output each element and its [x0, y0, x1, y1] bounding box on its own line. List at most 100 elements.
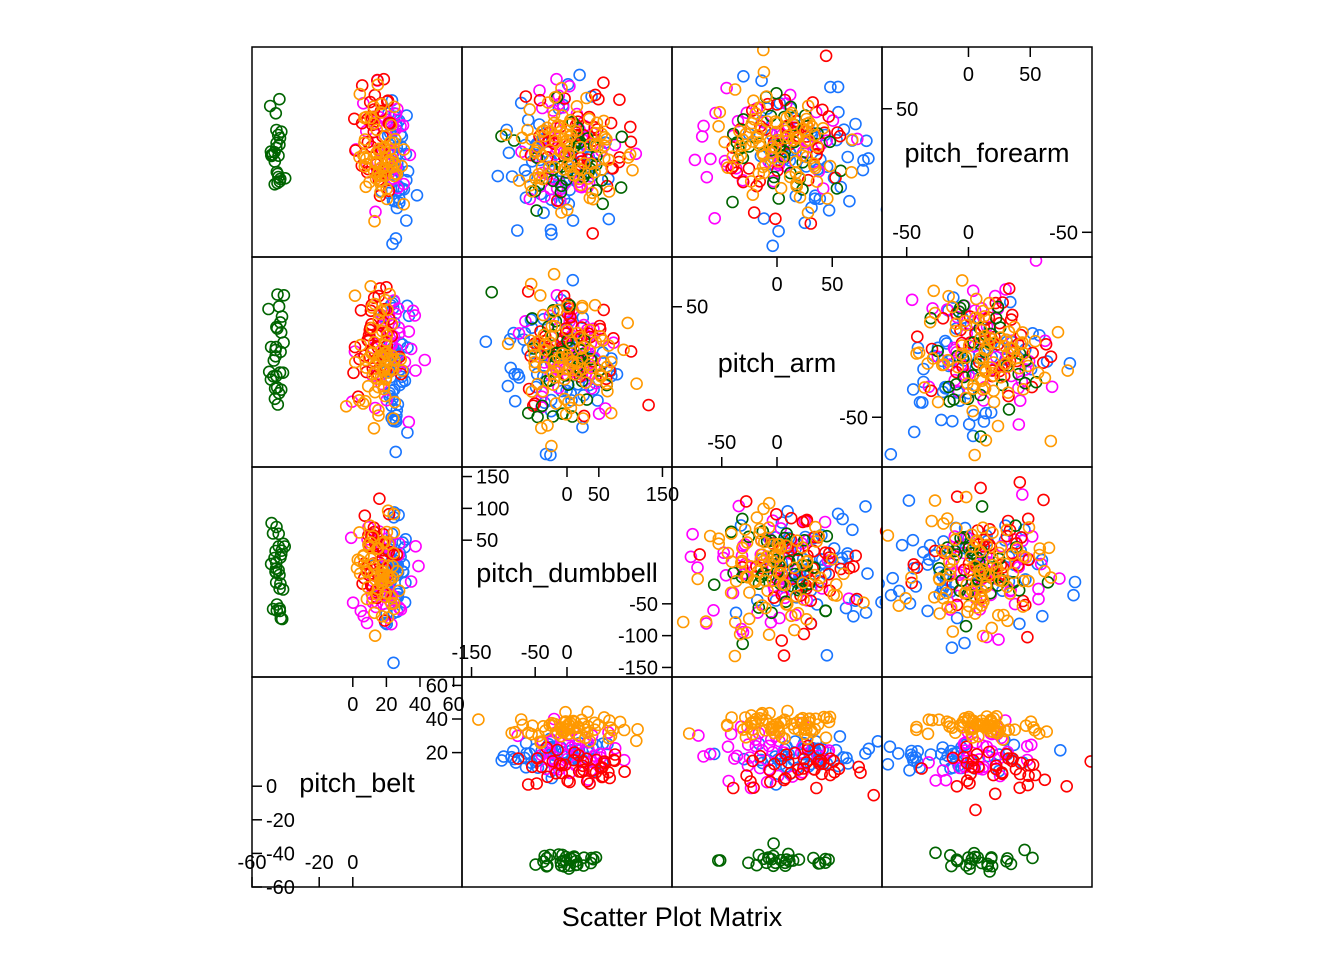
data-point: [793, 171, 806, 184]
data-point: [789, 589, 803, 603]
data-point: [728, 752, 741, 765]
data-point: [545, 439, 558, 453]
data-point: [618, 765, 631, 779]
data-point: [371, 588, 384, 601]
data-point: [905, 293, 919, 307]
data-point: [262, 302, 275, 316]
data-point: [966, 429, 980, 443]
data-point: [272, 527, 286, 541]
data-point: [725, 555, 739, 569]
data-point: [769, 507, 783, 521]
data-point: [796, 149, 809, 162]
data-point: [986, 526, 999, 540]
data-point: [938, 334, 952, 348]
data-point: [966, 382, 980, 396]
data-point: [521, 778, 535, 791]
data-point: [762, 739, 776, 753]
data-point: [988, 336, 1002, 349]
data-point: [374, 569, 387, 583]
data-point: [833, 129, 847, 143]
data-point: [819, 856, 832, 870]
data-point: [969, 292, 983, 306]
data-point: [818, 515, 832, 529]
data-point: [577, 157, 591, 170]
data-point: [962, 712, 975, 726]
data-point: [529, 858, 542, 871]
data-point: [762, 717, 776, 731]
tick-label: 0: [561, 642, 572, 664]
data-point: [725, 161, 738, 175]
data-point: [778, 732, 791, 745]
data-point: [815, 553, 829, 566]
data-point: [1029, 257, 1043, 267]
data-point: [807, 159, 821, 173]
data-point: [1021, 630, 1034, 644]
data-point: [883, 740, 897, 754]
data-point: [505, 170, 519, 183]
data-point: [909, 723, 923, 737]
data-point: [624, 345, 638, 358]
data-point: [1054, 743, 1067, 757]
data-point: [275, 544, 289, 558]
data-point: [597, 114, 611, 128]
data-point: [738, 523, 752, 536]
data-point: [585, 851, 598, 865]
data-point: [580, 752, 594, 766]
data-point: [339, 399, 353, 413]
data-point: [598, 131, 612, 144]
data-point: [534, 736, 548, 750]
data-point: [583, 344, 597, 358]
tick-label: -150: [618, 657, 658, 679]
data-point: [997, 574, 1010, 588]
data-point: [564, 165, 578, 178]
data-point: [759, 601, 772, 615]
data-point: [773, 611, 786, 625]
data-point: [793, 191, 807, 204]
data-point: [753, 526, 766, 540]
data-point: [594, 370, 608, 383]
data-point: [829, 578, 843, 591]
data-point: [1001, 360, 1015, 373]
data-point: [775, 151, 789, 164]
data-point: [814, 571, 827, 585]
data-point: [739, 138, 752, 152]
data-point: [551, 727, 565, 741]
data-point: [785, 579, 799, 593]
data-point: [691, 561, 704, 574]
data-point: [847, 560, 860, 573]
tick-label: -20: [305, 852, 334, 874]
data-point: [554, 351, 568, 364]
data-point: [760, 115, 774, 128]
variable-label: pitch_arm: [718, 348, 837, 378]
data-point: [372, 409, 385, 422]
data-point: [771, 133, 785, 147]
scatter-panel-pitch_belt-vs-pitch_dumbbell: [264, 492, 425, 670]
data-point: [791, 606, 805, 620]
data-point: [959, 391, 972, 405]
variable-label: pitch_belt: [299, 768, 415, 798]
data-point: [595, 163, 608, 177]
data-point: [966, 731, 980, 744]
data-point: [789, 141, 803, 155]
data-point: [831, 80, 845, 94]
data-point: [404, 342, 418, 356]
data-point: [826, 114, 840, 127]
data-point: [746, 188, 760, 201]
tick-label: 50: [588, 484, 610, 506]
data-point: [733, 627, 747, 641]
tick-label: 150: [646, 484, 679, 506]
data-point: [387, 526, 401, 539]
data-point: [766, 239, 780, 253]
data-point: [895, 538, 909, 552]
tick-label: 0: [963, 222, 974, 244]
data-point: [801, 206, 815, 219]
data-point: [809, 520, 822, 534]
data-point: [383, 287, 396, 301]
scatter-panel-pitch_arm-vs-pitch_belt: [682, 704, 882, 873]
data-point: [538, 190, 551, 203]
data-point: [747, 206, 761, 219]
data-point: [264, 373, 278, 386]
data-point: [772, 192, 786, 205]
data-point: [846, 523, 859, 537]
data-point: [992, 633, 1005, 646]
